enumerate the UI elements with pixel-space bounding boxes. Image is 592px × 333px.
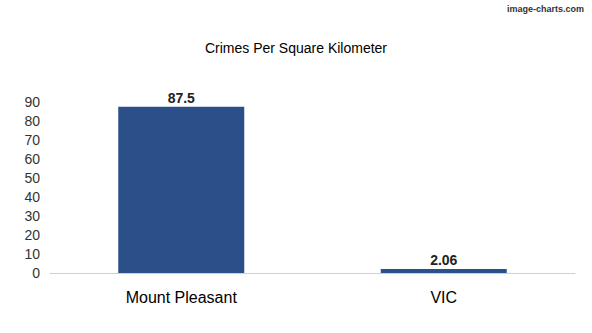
svg-text:60: 60 <box>24 151 40 167</box>
svg-text:70: 70 <box>24 132 40 148</box>
svg-text:Crimes Per Square Kilometer: Crimes Per Square Kilometer <box>205 40 387 56</box>
svg-text:80: 80 <box>24 113 40 129</box>
svg-text:Mount Pleasant: Mount Pleasant <box>126 289 238 306</box>
svg-text:10: 10 <box>24 246 40 262</box>
svg-text:40: 40 <box>24 189 40 205</box>
svg-text:0: 0 <box>32 265 40 281</box>
svg-text:50: 50 <box>24 170 40 186</box>
svg-text:VIC: VIC <box>430 289 457 306</box>
svg-text:2.06: 2.06 <box>430 252 457 268</box>
svg-text:90: 90 <box>24 94 40 110</box>
svg-text:image-charts.com: image-charts.com <box>507 4 584 14</box>
svg-text:20: 20 <box>24 227 40 243</box>
svg-text:87.5: 87.5 <box>168 90 195 106</box>
svg-text:30: 30 <box>24 208 40 224</box>
